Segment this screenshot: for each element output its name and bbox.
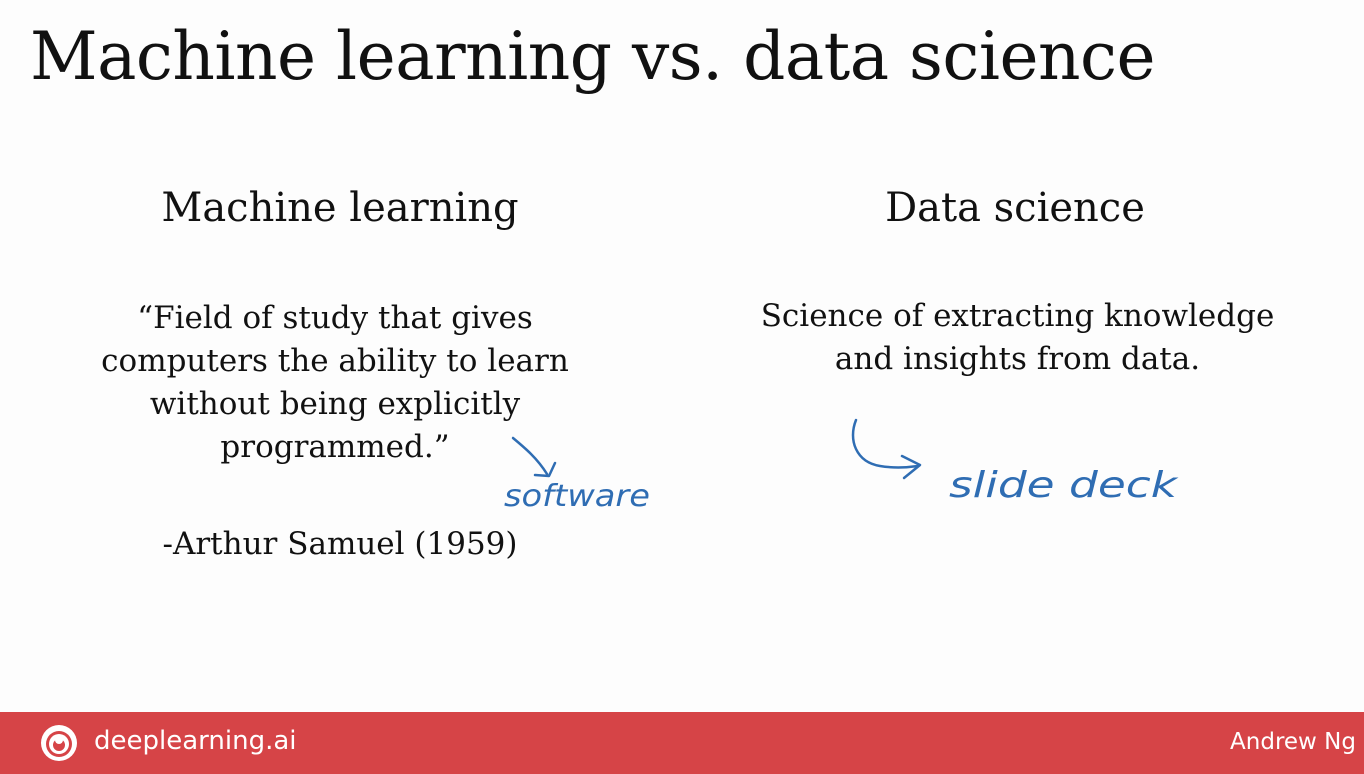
author-name: Andrew Ng xyxy=(1230,729,1356,755)
ds-heading: Data science xyxy=(885,185,1145,231)
definition-line: and insights from data. xyxy=(834,341,1201,377)
software-annotation-text: software xyxy=(504,479,650,514)
quote-line: “Field of study that gives xyxy=(137,300,533,336)
brand-name: deeplearning.ai xyxy=(94,726,297,756)
software-arrow-icon xyxy=(511,436,557,478)
quote-line: without being explicitly xyxy=(149,386,521,422)
software-annotation: software xyxy=(504,479,650,514)
quote-line: computers the ability to learn xyxy=(101,343,569,379)
quote-attribution: -Arthur Samuel (1959) xyxy=(162,526,518,562)
slide-title: Machine learning vs. data science xyxy=(30,18,1156,95)
footer-bar: deeplearning.ai Andrew Ng xyxy=(0,712,1364,774)
definition-line: Science of extracting knowledge xyxy=(760,298,1275,334)
ml-definition-quote: “Field of study that gives computers the… xyxy=(60,297,610,469)
ml-heading: Machine learning xyxy=(161,185,519,231)
deeplearning-logo-icon xyxy=(41,725,77,761)
slide-deck-arrow-icon xyxy=(851,418,922,480)
quote-line: programmed.” xyxy=(220,429,450,465)
slide-deck-annotation-text: slide deck xyxy=(949,465,1180,506)
ds-definition: Science of extracting knowledge and insi… xyxy=(740,295,1295,381)
slide-deck-annotation: slide deck xyxy=(949,465,1180,506)
